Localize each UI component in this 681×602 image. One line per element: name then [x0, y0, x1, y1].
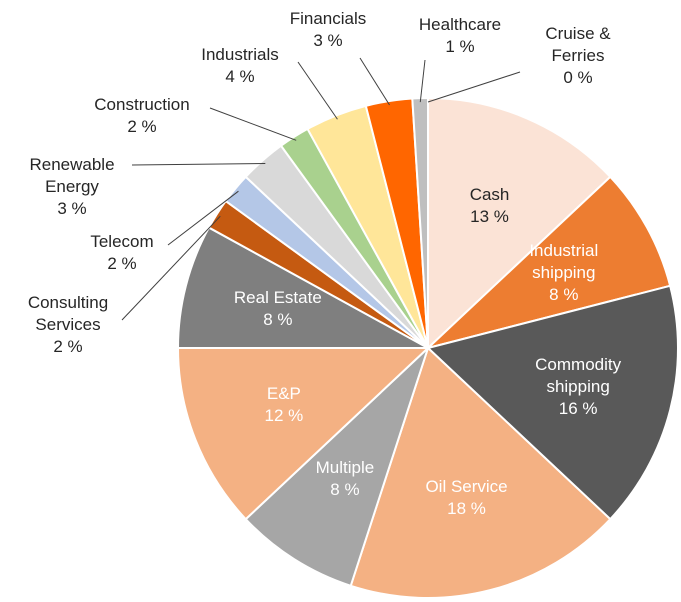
slice-label: Real Estate 8 %: [219, 287, 337, 331]
value-label: 2 %: [127, 117, 157, 136]
value-label: 18 %: [447, 499, 486, 519]
category-label: E&P: [266, 384, 301, 404]
slice-label: Multiple 8 %: [286, 457, 404, 501]
slice-label: Financials 3 %: [269, 8, 387, 52]
value-label: 2 %: [107, 254, 137, 273]
value-label: 13 %: [470, 206, 509, 226]
leader-line: [121, 215, 221, 321]
category-label: Financials: [289, 9, 367, 28]
slice-label: Construction 2 %: [83, 94, 201, 138]
value-label: 12 %: [264, 406, 304, 426]
slice-label: Telecom 2 %: [63, 231, 181, 275]
leader-line: [419, 59, 426, 103]
value-label: 4 %: [225, 67, 255, 86]
pie-slice: [244, 347, 429, 588]
category-label: Healthcare: [418, 15, 502, 34]
leader-line: [297, 61, 338, 120]
value-label: 8 %: [263, 310, 293, 330]
pie-slice: [176, 347, 431, 521]
pie-slice: [176, 226, 429, 349]
slice-label: Consulting Services 2 %: [9, 292, 127, 358]
slice-label: Cruise & Ferries 0 %: [519, 23, 637, 89]
slice-label: Industrial shipping 8 %: [505, 240, 623, 306]
slice-label: Oil Service 18 %: [408, 476, 526, 520]
value-label: 3 %: [313, 31, 343, 50]
slice-label: Cash 13 %: [431, 184, 549, 228]
category-label: Consulting Services: [27, 293, 109, 334]
value-label: 8 %: [330, 479, 360, 499]
category-label: Cruise & Ferries: [545, 24, 611, 65]
pie-slice: [425, 284, 679, 521]
pie-slice: [349, 346, 612, 599]
value-label: 2 %: [53, 337, 83, 356]
leader-line: [359, 57, 390, 106]
pie-slice: [427, 175, 672, 349]
category-label: Industrials: [201, 45, 279, 64]
category-label: Real Estate: [233, 288, 322, 308]
slice-label: Renewable Energy 3 %: [13, 154, 131, 220]
category-label: Oil Service: [425, 477, 508, 497]
category-label: Multiple: [315, 457, 375, 477]
slice-label: Healthcare 1 %: [401, 14, 519, 58]
leader-line: [209, 107, 297, 141]
leader-line: [167, 190, 239, 246]
category-label: Industrial shipping: [529, 241, 599, 283]
leader-line: [427, 71, 521, 103]
slice-label: Commodity shipping 16 %: [519, 354, 637, 420]
slice-label: Industrials 4 %: [181, 44, 299, 88]
pie-slice: [427, 96, 612, 351]
leader-line: [131, 162, 266, 166]
category-label: Commodity shipping: [535, 354, 622, 396]
value-label: 0 %: [563, 68, 593, 87]
slice-label: E&P 12 %: [225, 383, 343, 427]
category-label: Construction: [94, 95, 190, 114]
value-label: 1 %: [445, 37, 475, 56]
value-label: 3 %: [57, 199, 87, 218]
category-label: Telecom: [90, 232, 154, 251]
value-label: 8 %: [549, 285, 579, 305]
category-label: Renewable Energy: [29, 155, 115, 196]
value-label: 16 %: [558, 398, 598, 418]
category-label: Cash: [469, 184, 510, 204]
